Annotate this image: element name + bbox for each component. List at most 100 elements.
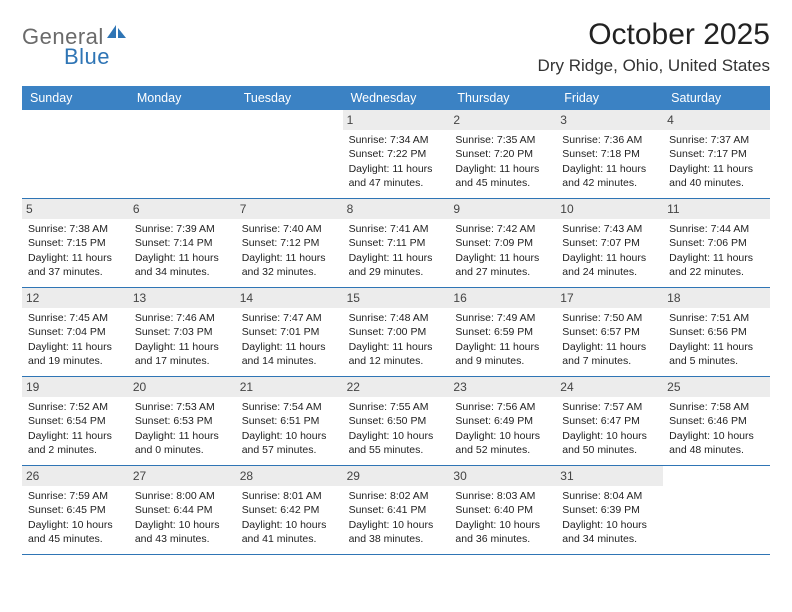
daylight-line-1: Daylight: 11 hours: [242, 340, 337, 354]
sunset-line: Sunset: 6:59 PM: [455, 325, 550, 339]
daylight-line-2: and 50 minutes.: [562, 443, 657, 457]
daylight-line-1: Daylight: 11 hours: [455, 162, 550, 176]
calendar-cell: 12Sunrise: 7:45 AMSunset: 7:04 PMDayligh…: [22, 288, 129, 376]
day-number: 9: [449, 199, 556, 219]
calendar-cell: 24Sunrise: 7:57 AMSunset: 6:47 PMDayligh…: [556, 377, 663, 465]
sunrise-line: Sunrise: 7:47 AM: [242, 311, 337, 325]
calendar-body: 1Sunrise: 7:34 AMSunset: 7:22 PMDaylight…: [22, 110, 770, 555]
sunrise-line: Sunrise: 7:46 AM: [135, 311, 230, 325]
weekday-tuesday: Tuesday: [236, 86, 343, 110]
weekday-sunday: Sunday: [22, 86, 129, 110]
daylight-line-2: and 29 minutes.: [349, 265, 444, 279]
sunset-line: Sunset: 7:04 PM: [28, 325, 123, 339]
daylight-line-1: Daylight: 10 hours: [242, 518, 337, 532]
calendar-row: 1Sunrise: 7:34 AMSunset: 7:22 PMDaylight…: [22, 110, 770, 199]
title-block: October 2025 Dry Ridge, Ohio, United Sta…: [538, 18, 770, 76]
day-number: 5: [22, 199, 129, 219]
sunset-line: Sunset: 6:40 PM: [455, 503, 550, 517]
day-number: 3: [556, 110, 663, 130]
sunrise-line: Sunrise: 8:01 AM: [242, 489, 337, 503]
calendar-cell: 26Sunrise: 7:59 AMSunset: 6:45 PMDayligh…: [22, 466, 129, 554]
calendar-cell: 29Sunrise: 8:02 AMSunset: 6:41 PMDayligh…: [343, 466, 450, 554]
sunrise-line: Sunrise: 7:36 AM: [562, 133, 657, 147]
calendar-cell: 1Sunrise: 7:34 AMSunset: 7:22 PMDaylight…: [343, 110, 450, 198]
sunrise-line: Sunrise: 8:03 AM: [455, 489, 550, 503]
sunrise-line: Sunrise: 7:57 AM: [562, 400, 657, 414]
calendar-row: 26Sunrise: 7:59 AMSunset: 6:45 PMDayligh…: [22, 466, 770, 555]
daylight-line-1: Daylight: 11 hours: [135, 251, 230, 265]
day-number: 16: [449, 288, 556, 308]
sunset-line: Sunset: 6:42 PM: [242, 503, 337, 517]
logo-text-blue: Blue: [64, 44, 110, 69]
daylight-line-1: Daylight: 11 hours: [242, 251, 337, 265]
sunset-line: Sunset: 7:03 PM: [135, 325, 230, 339]
day-number: 27: [129, 466, 236, 486]
daylight-line-2: and 24 minutes.: [562, 265, 657, 279]
sunrise-line: Sunrise: 7:41 AM: [349, 222, 444, 236]
sunset-line: Sunset: 7:07 PM: [562, 236, 657, 250]
calendar-cell: 23Sunrise: 7:56 AMSunset: 6:49 PMDayligh…: [449, 377, 556, 465]
day-number: 14: [236, 288, 343, 308]
calendar-cell: 4Sunrise: 7:37 AMSunset: 7:17 PMDaylight…: [663, 110, 770, 198]
sunset-line: Sunset: 7:06 PM: [669, 236, 764, 250]
daylight-line-2: and 12 minutes.: [349, 354, 444, 368]
sunrise-line: Sunrise: 7:51 AM: [669, 311, 764, 325]
daylight-line-2: and 22 minutes.: [669, 265, 764, 279]
day-number: 18: [663, 288, 770, 308]
day-number: 2: [449, 110, 556, 130]
day-number: 13: [129, 288, 236, 308]
sunset-line: Sunset: 6:54 PM: [28, 414, 123, 428]
sunrise-line: Sunrise: 7:53 AM: [135, 400, 230, 414]
day-number: 1: [343, 110, 450, 130]
sunset-line: Sunset: 6:56 PM: [669, 325, 764, 339]
daylight-line-1: Daylight: 10 hours: [135, 518, 230, 532]
sunset-line: Sunset: 7:22 PM: [349, 147, 444, 161]
daylight-line-1: Daylight: 10 hours: [349, 429, 444, 443]
sunrise-line: Sunrise: 7:45 AM: [28, 311, 123, 325]
daylight-line-1: Daylight: 11 hours: [28, 340, 123, 354]
day-number: 7: [236, 199, 343, 219]
sunrise-line: Sunrise: 7:37 AM: [669, 133, 764, 147]
day-number: 6: [129, 199, 236, 219]
calendar-row: 19Sunrise: 7:52 AMSunset: 6:54 PMDayligh…: [22, 377, 770, 466]
daylight-line-2: and 34 minutes.: [135, 265, 230, 279]
sunset-line: Sunset: 7:18 PM: [562, 147, 657, 161]
sunset-line: Sunset: 7:11 PM: [349, 236, 444, 250]
calendar-cell: [236, 110, 343, 198]
calendar-cell: [663, 466, 770, 554]
sunrise-line: Sunrise: 8:00 AM: [135, 489, 230, 503]
daylight-line-1: Daylight: 10 hours: [28, 518, 123, 532]
calendar-cell: 6Sunrise: 7:39 AMSunset: 7:14 PMDaylight…: [129, 199, 236, 287]
sunrise-line: Sunrise: 7:35 AM: [455, 133, 550, 147]
day-number: 30: [449, 466, 556, 486]
calendar-row: 12Sunrise: 7:45 AMSunset: 7:04 PMDayligh…: [22, 288, 770, 377]
day-number: 11: [663, 199, 770, 219]
calendar-cell: 7Sunrise: 7:40 AMSunset: 7:12 PMDaylight…: [236, 199, 343, 287]
calendar-cell: 18Sunrise: 7:51 AMSunset: 6:56 PMDayligh…: [663, 288, 770, 376]
logo: GeneralBlue: [22, 18, 129, 70]
day-number: 26: [22, 466, 129, 486]
sunset-line: Sunset: 7:17 PM: [669, 147, 764, 161]
day-number: 4: [663, 110, 770, 130]
sunrise-line: Sunrise: 7:59 AM: [28, 489, 123, 503]
daylight-line-2: and 45 minutes.: [455, 176, 550, 190]
daylight-line-2: and 5 minutes.: [669, 354, 764, 368]
weekday-monday: Monday: [129, 86, 236, 110]
daylight-line-1: Daylight: 10 hours: [562, 429, 657, 443]
day-number: 24: [556, 377, 663, 397]
calendar-cell: 15Sunrise: 7:48 AMSunset: 7:00 PMDayligh…: [343, 288, 450, 376]
daylight-line-1: Daylight: 10 hours: [455, 429, 550, 443]
daylight-line-2: and 19 minutes.: [28, 354, 123, 368]
daylight-line-1: Daylight: 11 hours: [455, 340, 550, 354]
weekday-wednesday: Wednesday: [343, 86, 450, 110]
day-number: 29: [343, 466, 450, 486]
day-number: 8: [343, 199, 450, 219]
sunrise-line: Sunrise: 7:50 AM: [562, 311, 657, 325]
calendar-cell: 17Sunrise: 7:50 AMSunset: 6:57 PMDayligh…: [556, 288, 663, 376]
sunset-line: Sunset: 6:46 PM: [669, 414, 764, 428]
sunset-line: Sunset: 7:15 PM: [28, 236, 123, 250]
day-number: 15: [343, 288, 450, 308]
daylight-line-1: Daylight: 11 hours: [135, 340, 230, 354]
sunset-line: Sunset: 7:12 PM: [242, 236, 337, 250]
daylight-line-1: Daylight: 10 hours: [455, 518, 550, 532]
